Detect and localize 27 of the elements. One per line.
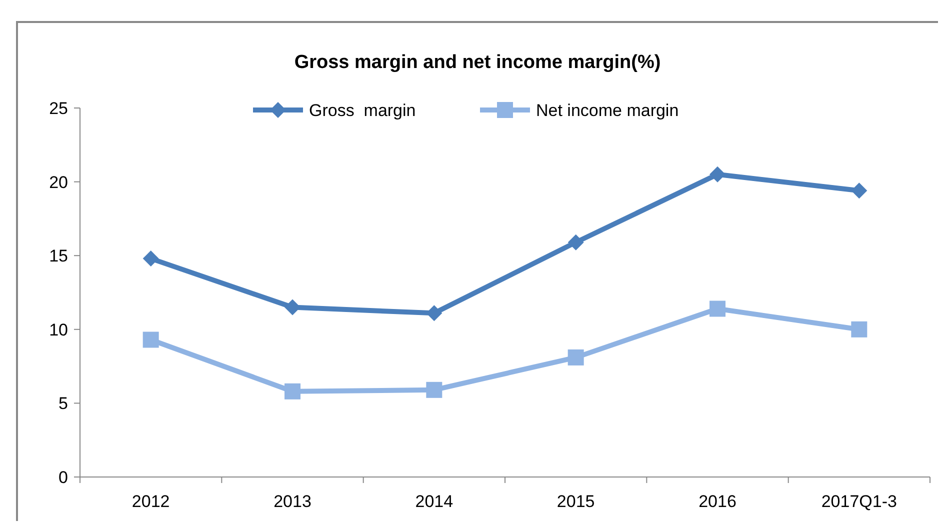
y-tick-label: 20 [49, 172, 68, 192]
point [284, 299, 300, 316]
point [142, 250, 159, 267]
legend-label: Gross margin [309, 100, 416, 120]
y-tick-label: 25 [49, 98, 68, 118]
legend-label: Net income margin [536, 100, 679, 120]
point [568, 234, 584, 250]
point [568, 349, 584, 366]
point [284, 383, 300, 400]
point [426, 382, 442, 398]
x-tick-label: 2013 [274, 492, 312, 511]
point [426, 305, 442, 322]
point [851, 182, 868, 199]
point [851, 321, 868, 338]
y-tick-label: 15 [49, 246, 68, 266]
x-tick-label: 2017Q1-3 [821, 492, 897, 511]
y-tick-label: 5 [58, 394, 68, 414]
y-tick-label: 0 [58, 468, 68, 487]
x-tick-label: 2014 [415, 492, 454, 511]
x-tick-label: 2012 [132, 492, 170, 511]
point [710, 166, 726, 182]
point [142, 332, 159, 348]
y-tick-label: 10 [49, 320, 68, 340]
x-tick-label: 2016 [698, 492, 736, 511]
point [710, 300, 726, 317]
x-tick-label: 2015 [556, 492, 595, 511]
chart-title: Gross margin and net income margin(%) [294, 52, 661, 73]
